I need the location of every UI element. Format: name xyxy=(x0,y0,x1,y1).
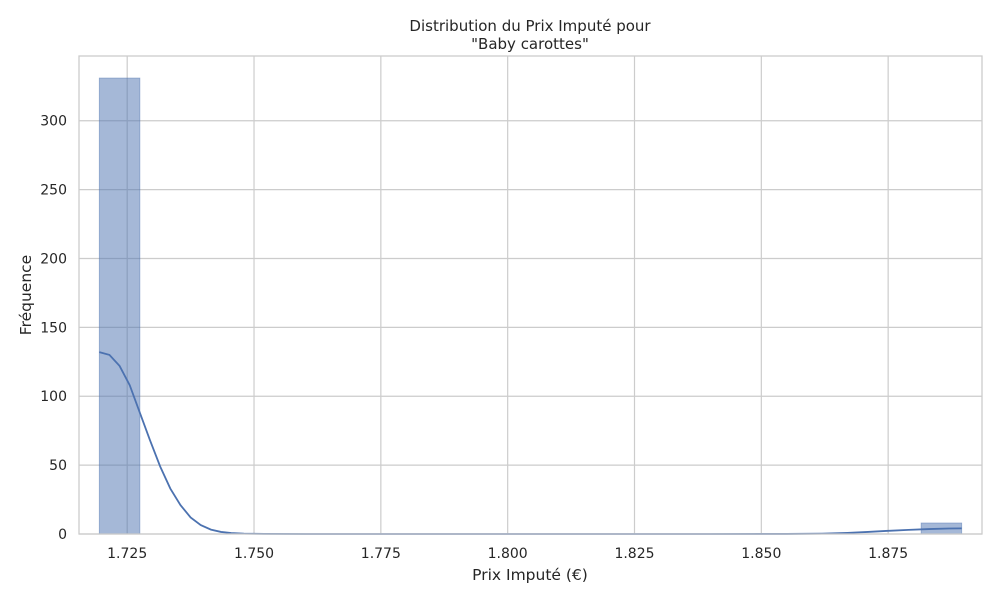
x-axis-ticks: 1.725 1.750 1.775 1.800 1.825 1.850 1.875 xyxy=(107,546,908,562)
gridlines xyxy=(79,56,982,535)
x-tick-label: 1.875 xyxy=(868,546,908,562)
x-tick-label: 1.750 xyxy=(234,546,274,562)
y-axis-ticks: 0 50 100 150 200 250 300 xyxy=(40,114,67,543)
chart-title-line1: Distribution du Prix Imputé pour xyxy=(409,17,651,35)
y-tick-label: 50 xyxy=(49,458,67,474)
y-axis-label: Fréquence xyxy=(17,255,35,335)
x-tick-label: 1.825 xyxy=(614,546,654,562)
histogram-bars xyxy=(98,77,963,535)
x-tick-label: 1.850 xyxy=(741,546,781,562)
chart-title: Distribution du Prix Imputé pour "Baby c… xyxy=(409,17,651,53)
y-tick-label: 0 xyxy=(58,527,67,543)
x-tick-label: 1.775 xyxy=(361,546,401,562)
kde-curve xyxy=(99,351,962,535)
y-tick-label: 100 xyxy=(40,389,67,405)
y-tick-label: 300 xyxy=(40,114,67,130)
y-tick-label: 200 xyxy=(40,251,67,267)
plot-frame xyxy=(78,55,983,535)
histogram-bar xyxy=(98,77,141,535)
x-axis-label: Prix Imputé (€) xyxy=(472,566,588,584)
y-tick-label: 250 xyxy=(40,183,67,199)
x-tick-label: 1.800 xyxy=(488,546,528,562)
x-tick-label: 1.725 xyxy=(107,546,147,562)
y-tick-label: 150 xyxy=(40,320,67,336)
chart-title-line2: "Baby carottes" xyxy=(471,35,589,53)
